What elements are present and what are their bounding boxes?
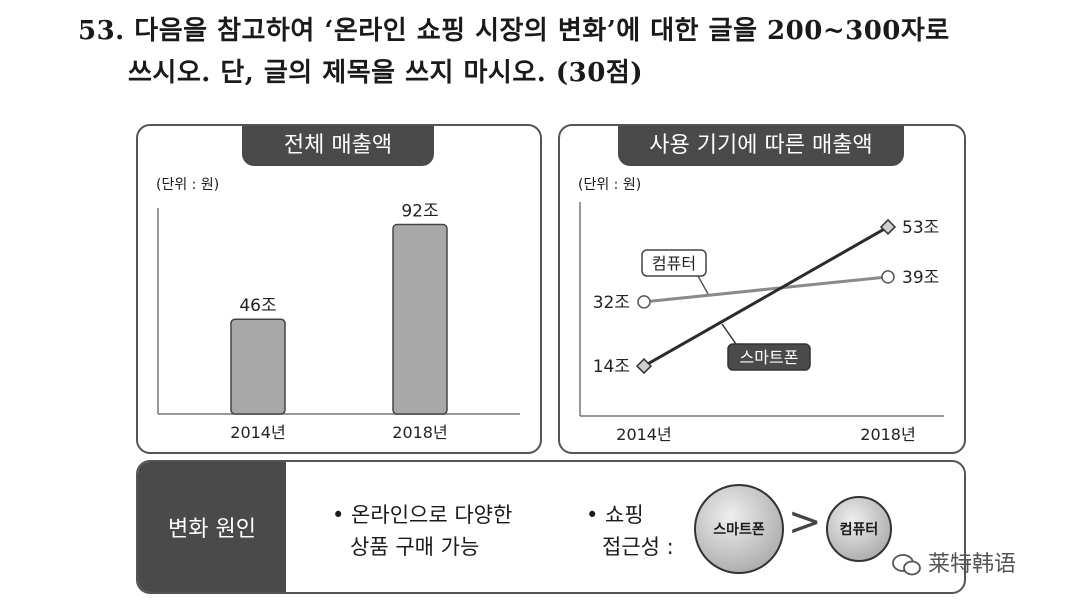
- bar-value-label: 92조: [401, 201, 438, 221]
- bar-category-label: 2018년: [392, 423, 447, 442]
- total-sales-title: 전체 매출액: [242, 126, 434, 166]
- series-line-스마트폰: [643, 225, 889, 368]
- smartphone-circle: 스마트폰: [694, 484, 784, 574]
- point-value-label: 32조: [593, 293, 630, 313]
- bar-chart: 46조 2014년 92조 2018년: [157, 201, 520, 442]
- point-스마트폰: [635, 358, 653, 375]
- question-line-1: 53. 다음을 참고하여 ‘온라인 쇼핑 시장의 변화’에 대한 글을 200~…: [78, 16, 950, 46]
- bar-2018년: [392, 223, 448, 415]
- point-컴퓨터: [637, 295, 651, 309]
- bar-category-label: 2014년: [230, 423, 285, 442]
- series-callout-box: [727, 343, 811, 371]
- point-컴퓨터: [881, 270, 895, 284]
- greater-than-arrow-icon: >: [788, 499, 822, 545]
- line-x-tick-label: 2014년: [616, 425, 671, 444]
- point-value-label: 53조: [902, 218, 939, 238]
- callout-pointer: [721, 323, 737, 345]
- total-sales-panel: 전체 매출액 (단위 : 원) 46조 2014년 92조 2018년: [136, 124, 542, 454]
- wechat-icon: [892, 554, 921, 576]
- device-sales-unit: (단위 : 원): [578, 177, 642, 193]
- series-name-label: 스마트폰: [740, 348, 799, 367]
- device-sales-panel: 사용 기기에 따른 매출액 (단위 : 원) 2014년 2018년 32조 39조 컴…: [558, 124, 966, 454]
- point-스마트폰: [879, 218, 897, 236]
- callout-pointer: [697, 275, 709, 295]
- question-line-2: 쓰시오. 단, 글의 제목을 쓰지 마시오. (30점): [128, 58, 644, 88]
- cause-bullet-1: • 온라인으로 다양한: [332, 503, 513, 527]
- series-callout-box: [641, 249, 707, 277]
- watermark-text: 莱特韩语: [928, 552, 1017, 577]
- bar-2014년: [230, 318, 286, 415]
- point-value-label: 14조: [593, 357, 630, 377]
- point-value-label: 39조: [902, 268, 939, 288]
- watermark: 莱特韩语: [892, 546, 1016, 578]
- change-cause-label: 변화 원인: [138, 462, 286, 592]
- cause-bullet-1-line-2: 상품 구매 가능: [350, 535, 480, 559]
- device-sales-title: 사용 기기에 따른 매출액: [618, 126, 904, 166]
- series-line-컴퓨터: [643, 275, 889, 304]
- bar-value-label: 46조: [239, 296, 276, 316]
- line-x-tick-label: 2018년: [860, 425, 915, 444]
- cause-bullet-2: • 쇼핑: [586, 503, 644, 527]
- cause-bullet-2-line-2: 접근성 :: [602, 535, 674, 559]
- computer-circle: 컴퓨터: [826, 496, 892, 562]
- total-sales-unit: (단위 : 원): [156, 177, 220, 193]
- series-name-label: 컴퓨터: [652, 254, 696, 273]
- change-cause-panel: 변화 원인 • 온라인으로 다양한 상품 구매 가능 • 쇼핑 접근성 : 스마…: [136, 460, 966, 594]
